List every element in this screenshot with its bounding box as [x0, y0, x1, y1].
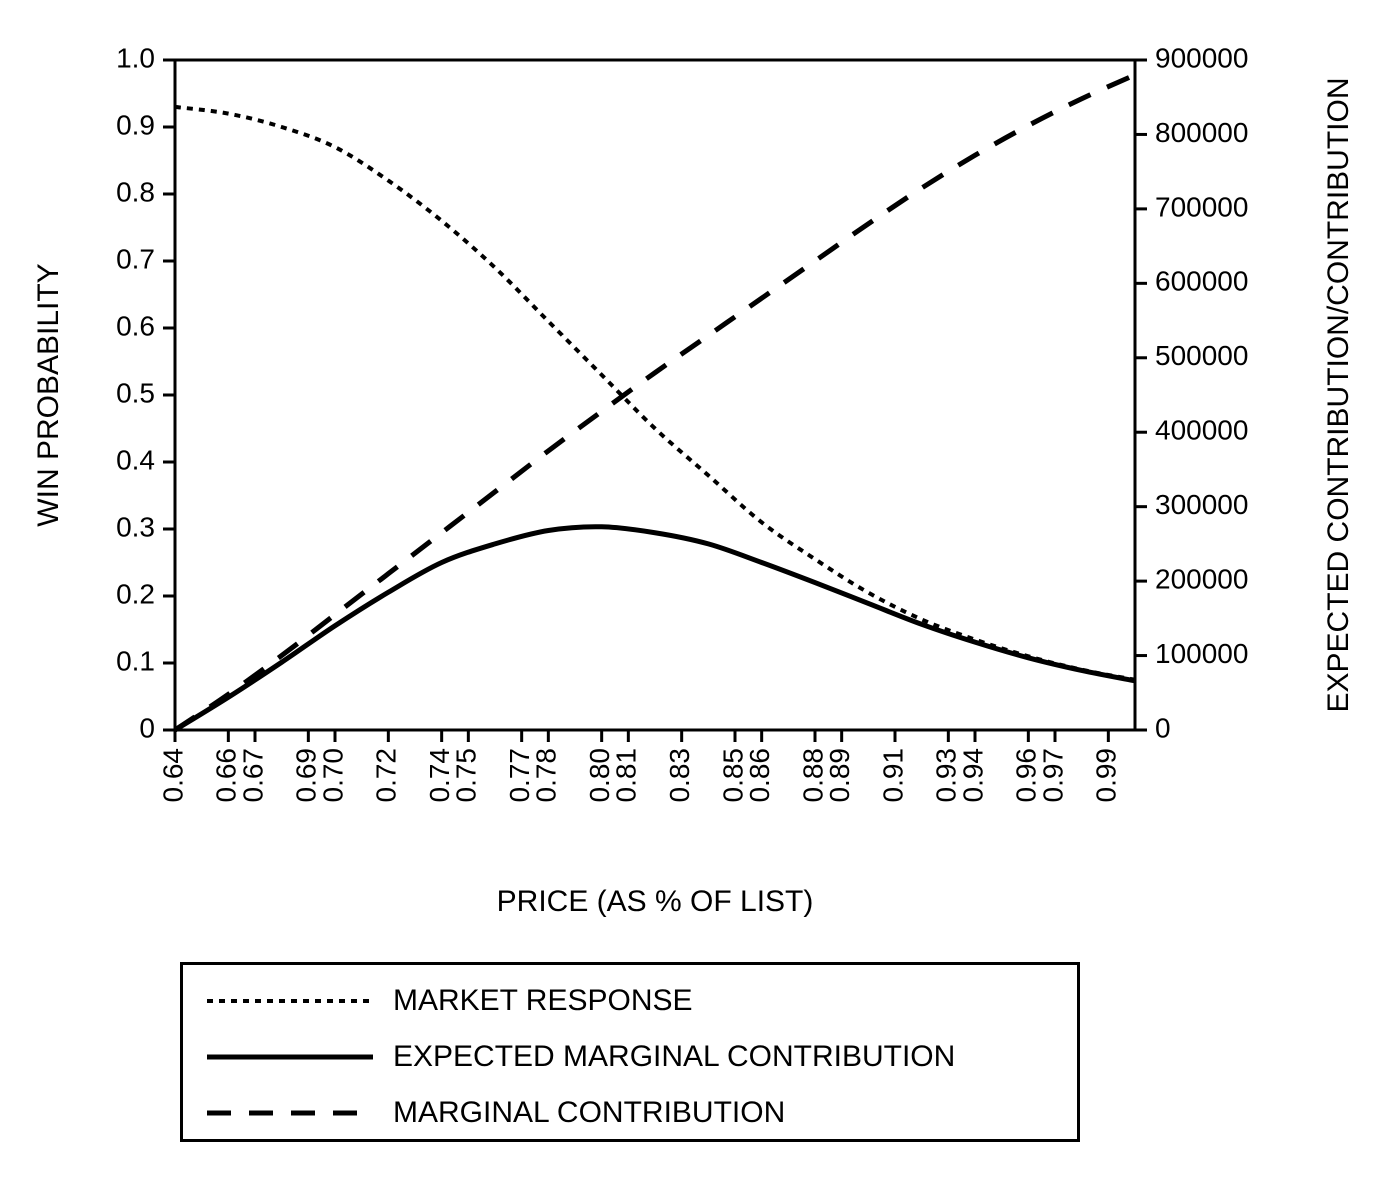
y-right-title: EXPECTED CONTRIBUTION/CONTRIBUTION: [1322, 77, 1355, 712]
x-tick-label: 0.75: [451, 748, 482, 803]
legend-swatch-expected_marginal_contribution: [203, 1029, 393, 1085]
chart-svg: 0 0.1 0.2 0.3 0.4 0.5 0.6 0.7 0.8 0.9 1.0 0 100000 20…: [0, 0, 1385, 950]
x-tick-label: 0.67: [237, 748, 268, 803]
y-left-tick-label: 0.5: [116, 377, 155, 408]
y-right-tick-label: 500000: [1155, 340, 1248, 371]
y-right-tick-label: 100000: [1155, 638, 1248, 669]
page: 0 0.1 0.2 0.3 0.4 0.5 0.6 0.7 0.8 0.9 1.0 0 100000 20…: [0, 0, 1385, 1177]
legend-label-expected_marginal_contribution: EXPECTED MARGINAL CONTRIBUTION: [393, 1040, 955, 1074]
y-left-tick-label: 0: [139, 712, 155, 743]
x-tick-label: 0.64: [157, 748, 188, 803]
legend-swatch-marginal_contribution: [203, 1085, 393, 1141]
legend-label-marginal_contribution: MARGINAL CONTRIBUTION: [393, 1096, 785, 1130]
x-tick-label: 0.72: [371, 748, 402, 803]
y-left-tick-label: 0.3: [116, 511, 155, 542]
y-left-tick-label: 0.2: [116, 578, 155, 609]
y-left-title: WIN PROBABILITY: [32, 263, 65, 526]
series-market_response: [175, 107, 1135, 680]
x-tick-label: 0.86: [744, 748, 775, 803]
y-right-tick-label: 0: [1155, 712, 1171, 743]
y-right-tick-label: 800000: [1155, 117, 1248, 148]
y-right-tick-label: 200000: [1155, 564, 1248, 595]
legend-row-market_response: MARKET RESPONSE: [203, 973, 1057, 1029]
y-right-tick-label: 300000: [1155, 489, 1248, 520]
x-tick-label: 0.91: [877, 748, 908, 803]
x-tick-label: 0.70: [317, 748, 348, 803]
y-left-tick-label: 0.8: [116, 176, 155, 207]
y-left-tick-label: 0.7: [116, 243, 155, 274]
x-tick-label: 0.89: [824, 748, 855, 803]
legend-row-marginal_contribution: MARGINAL CONTRIBUTION: [203, 1085, 1057, 1141]
legend-swatch-market_response: [203, 973, 393, 1029]
x-tick-label: 0.78: [531, 748, 562, 803]
legend-row-expected_marginal_contribution: EXPECTED MARGINAL CONTRIBUTION: [203, 1029, 1057, 1085]
y-left-tick-label: 0.6: [116, 310, 155, 341]
x-tick-label: 0.83: [664, 748, 695, 803]
x-tick-label: 0.81: [611, 748, 642, 803]
y-left-tick-label: 0.9: [116, 109, 155, 140]
x-title: PRICE (AS % OF LIST): [497, 885, 814, 918]
y-right-tick-label: 600000: [1155, 266, 1248, 297]
y-left-tick-label: 1.0: [116, 42, 155, 73]
x-tick-label: 0.94: [957, 748, 988, 803]
y-left-tick-label: 0.4: [116, 444, 155, 475]
y-right-tick-label: 400000: [1155, 415, 1248, 446]
x-tick-label: 0.99: [1091, 748, 1122, 803]
x-tick-label: 0.97: [1037, 748, 1068, 803]
legend-label-market_response: MARKET RESPONSE: [393, 984, 693, 1018]
y-left-tick-label: 0.1: [116, 645, 155, 676]
series-marginal_contribution: [175, 75, 1135, 730]
legend-box: MARKET RESPONSE EXPECTED MARGINAL CONTRIB…: [180, 962, 1080, 1142]
y-right-tick-label: 700000: [1155, 191, 1248, 222]
y-right-tick-label: 900000: [1155, 42, 1248, 73]
